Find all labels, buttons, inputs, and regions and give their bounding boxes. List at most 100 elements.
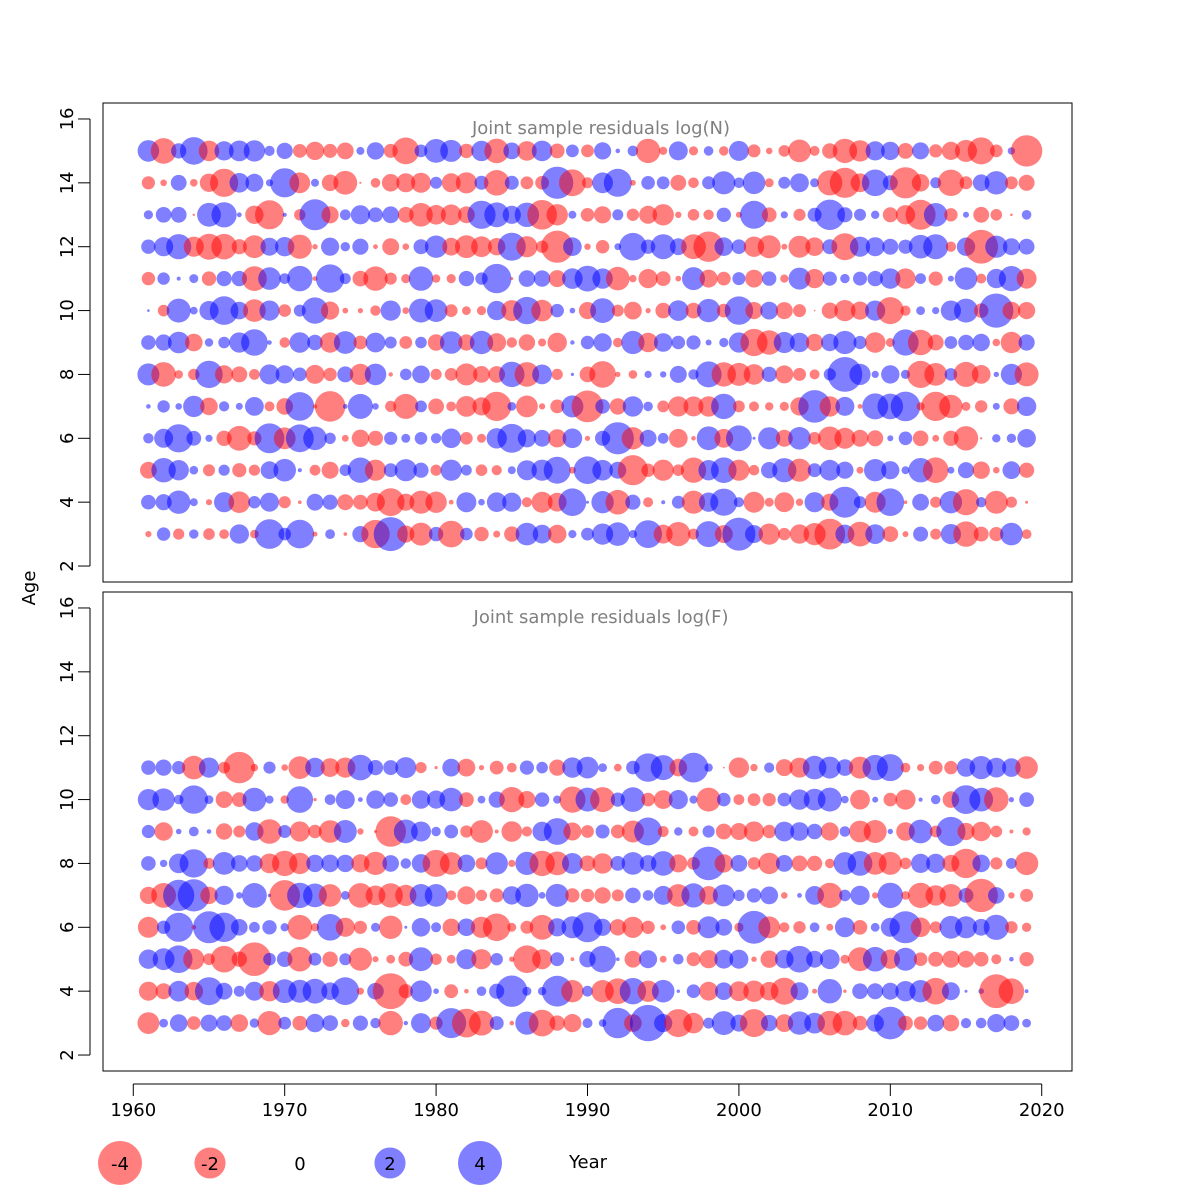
bubble-1-2015-age6: [955, 916, 977, 939]
bubble-1-2019-age5: [1019, 952, 1034, 967]
bubble-0-1977-age13: [382, 206, 400, 224]
bubble-0-1974-age15: [336, 142, 354, 160]
bubble-1-1999-age5: [714, 949, 734, 969]
bubble-0-2005-age14: [810, 178, 820, 188]
bubble-1-2015-age8: [951, 848, 981, 879]
bubble-1-1978-age9: [393, 819, 418, 844]
bubble-0-2000-age8: [727, 362, 751, 386]
bubble-1-1978-age3: [403, 1020, 408, 1026]
bubble-0-1966-age13: [211, 202, 237, 228]
bubble-0-2003-age13: [780, 211, 788, 219]
bubble-1-1988-age9: [543, 818, 571, 845]
bubble-0-1994-age9: [638, 332, 658, 353]
bubble-1-2009-age6: [870, 922, 880, 932]
bubble-0-1988-age15: [549, 143, 565, 159]
panel-top-y-axis: 2 4 6 8 10 12 14 16: [57, 108, 91, 572]
bubble-1-1983-age11: [478, 765, 485, 771]
bubble-0-2002-age10: [760, 301, 779, 320]
bubble-1-1997-age4: [686, 984, 701, 998]
bubble-0-2003-age11: [780, 274, 789, 283]
bubble-0-1970-age15: [276, 142, 293, 159]
bubble-0-1971-age9: [289, 332, 311, 353]
bubble-1-2012-age7: [908, 882, 934, 909]
bubble-1-2018-age7: [1008, 892, 1015, 899]
bubble-1-1975-age10: [358, 797, 363, 802]
y-tick-label-1-8: 8: [57, 858, 78, 869]
bubble-1-1967-age8: [231, 855, 248, 872]
y-axis-title: Age: [19, 571, 40, 606]
bubble-0-1989-age12: [563, 237, 582, 256]
bubble-0-2015-age3: [953, 521, 979, 547]
bubble-1-1968-age10: [242, 787, 267, 812]
bubble-1-2006-age8: [825, 858, 835, 869]
bubble-1-1996-age6: [671, 920, 686, 935]
bubble-0-2010-age5: [881, 461, 900, 480]
bubble-0-1981-age6: [441, 428, 462, 449]
bubble-1-2008-age6: [852, 920, 868, 935]
bubble-0-1965-age3: [203, 528, 215, 540]
bubble-0-2002-age6: [758, 427, 781, 450]
bubble-0-2002-age4: [764, 497, 774, 507]
bubble-1-1976-age8: [363, 851, 388, 876]
bubble-0-1962-age9: [155, 334, 172, 351]
bubble-0-1995-age8: [660, 371, 667, 378]
bubble-1-2006-age9: [820, 822, 839, 841]
bubble-0-2003-age10: [775, 302, 793, 320]
bubble-1-1966-age8: [212, 852, 236, 875]
bubble-1-1992-age9: [610, 824, 625, 839]
bubble-0-1992-age14: [603, 168, 632, 197]
bubble-1-1969-age5: [263, 952, 276, 966]
bubble-0-1985-age3: [504, 526, 520, 542]
bubble-1-1989-age7: [565, 888, 580, 903]
bubble-0-2008-age8: [849, 363, 871, 385]
bubble-1-1977-age4: [372, 973, 409, 1010]
bubble-0-1961-age9: [141, 335, 156, 350]
bubble-0-1963-age4: [167, 490, 191, 514]
bubble-1-1961-age3: [137, 1012, 160, 1034]
bubble-0-1993-age10: [624, 301, 642, 320]
bubble-0-1989-age10: [569, 307, 576, 314]
bubble-0-1982-age9: [458, 334, 475, 351]
bubble-1-1998-age11: [704, 763, 713, 772]
bubble-0-1966-age12: [211, 233, 237, 260]
bubble-0-2017-age6: [992, 434, 1001, 443]
bubble-0-1999-age4: [710, 488, 738, 516]
bubble-0-2002-age7: [765, 402, 774, 411]
bubble-1-1995-age7: [653, 885, 673, 905]
bubble-0-1961-age13: [143, 210, 153, 220]
bubble-0-2002-age9: [757, 330, 782, 355]
bubble-1-1974-age5: [339, 953, 352, 966]
bubble-1-2000-age10: [733, 794, 745, 805]
bubble-1-2003-age6: [779, 922, 790, 933]
bubble-1-1978-age5: [398, 951, 414, 967]
panel-bottom-frame: [102, 591, 1073, 1072]
bubble-1-2001-age3: [740, 1009, 768, 1038]
bubble-0-2016-age7: [975, 400, 988, 413]
y-tick-label-1-2: 2: [57, 1049, 78, 1060]
bubble-0-1972-age13: [299, 199, 331, 231]
bubble-0-1991-age10: [590, 298, 615, 323]
bubble-1-1978-age6: [404, 925, 408, 929]
bubble-0-1999-age7: [711, 393, 737, 420]
bubble-0-2005-age6: [808, 432, 821, 445]
bubble-0-1986-age15: [517, 141, 537, 161]
bubble-1-1991-age11: [598, 763, 607, 772]
bubble-0-1975-age9: [353, 335, 368, 350]
bubble-0-2008-age5: [856, 466, 864, 474]
bubble-0-1990-age14: [582, 177, 593, 189]
bubble-0-1995-age14: [656, 176, 670, 190]
bubble-1-2011-age8: [899, 857, 912, 870]
bubble-0-2004-age14: [790, 173, 809, 193]
bubble-0-2007-age9: [833, 330, 857, 355]
bubble-1-2018-age3: [1003, 1015, 1020, 1031]
bubble-0-1977-age4: [376, 488, 405, 517]
bubble-0-2016-age11: [976, 273, 987, 284]
bubble-0-1965-age8: [195, 360, 223, 389]
bubble-0-1995-age5: [652, 459, 674, 481]
bubble-0-1999-age14: [712, 171, 736, 195]
bubble-0-1979-age14: [411, 172, 431, 193]
bubble-0-1961-age11: [141, 271, 156, 286]
bubble-0-2013-age15: [929, 144, 943, 158]
bubble-0-2011-age14: [889, 167, 922, 199]
